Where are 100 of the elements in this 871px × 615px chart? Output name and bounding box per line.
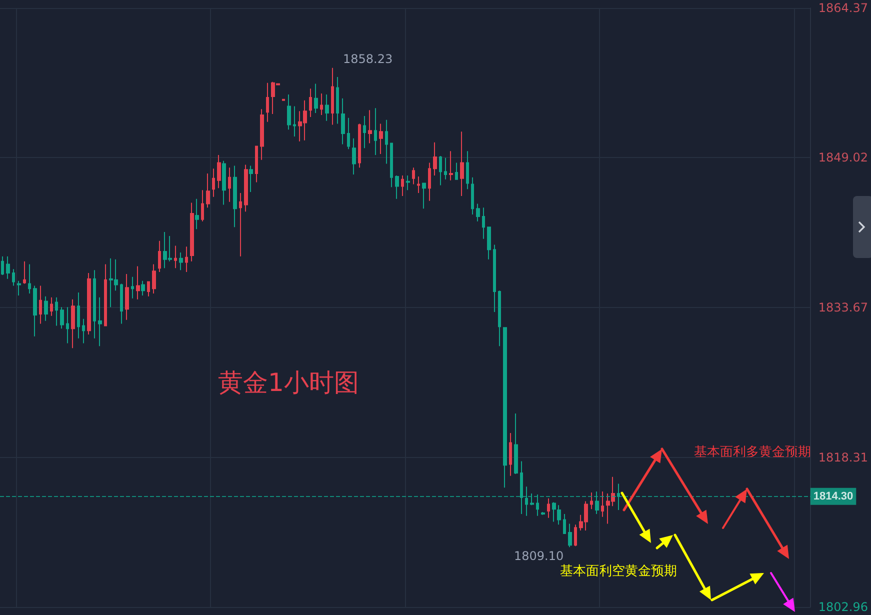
y-tick-label: 1818.31	[818, 450, 868, 464]
candlestick	[239, 192, 242, 257]
candlestick	[190, 202, 194, 262]
candlestick	[509, 432, 512, 476]
candlestick	[152, 264, 156, 294]
candlestick	[374, 108, 377, 156]
candlestick	[23, 260, 26, 284]
candlestick	[260, 108, 264, 160]
candlestick	[98, 296, 102, 347]
y-tick-label: 1802.96	[818, 600, 868, 614]
candlestick	[17, 280, 21, 296]
candlestick	[557, 504, 561, 526]
candlestick	[131, 276, 134, 299]
candlestick	[320, 93, 323, 116]
candlestick	[601, 491, 604, 518]
candlestick	[563, 513, 566, 534]
candlestick	[287, 94, 291, 130]
annotation: 基本面利空黄金预期	[560, 564, 677, 579]
candlestick	[104, 264, 107, 326]
candlestick	[406, 174, 410, 191]
candlestick	[466, 150, 469, 190]
candlestick	[44, 296, 48, 322]
candlestick	[179, 252, 183, 271]
annotation: 黄金1小时图	[218, 368, 359, 397]
candlestick	[568, 523, 572, 548]
candlestick	[195, 198, 199, 230]
candlestick	[50, 296, 53, 316]
candlestick	[363, 115, 366, 149]
candlestick	[590, 492, 593, 510]
candlestick	[212, 168, 215, 198]
candlestick	[395, 174, 399, 200]
candlestick	[325, 94, 329, 122]
candlestick	[125, 273, 129, 320]
candlestick	[206, 173, 210, 208]
candlestick	[174, 245, 177, 269]
candlestick	[222, 160, 226, 206]
candlestick	[266, 82, 269, 122]
candlestick	[358, 123, 361, 168]
candlestick	[331, 67, 334, 126]
candlestick	[244, 164, 248, 212]
candlestick	[293, 106, 296, 137]
candlestick	[503, 327, 507, 488]
y-tick-label: 1833.67	[818, 300, 868, 314]
candlestick	[66, 306, 69, 344]
candlestick	[33, 285, 37, 337]
candlestick	[444, 157, 447, 180]
candlestick	[368, 110, 372, 144]
candlestick	[120, 283, 123, 324]
candlestick	[547, 498, 550, 518]
candlestick	[12, 268, 15, 286]
candlestick	[433, 142, 437, 176]
ref-line-label: 1814.30	[813, 490, 854, 502]
candlestick	[309, 88, 312, 118]
candlestick	[87, 272, 91, 335]
candlestick	[233, 165, 237, 228]
candlestick	[482, 207, 485, 240]
y-tick-label: 1849.02	[818, 150, 868, 165]
y-tick-label: 1864.37	[818, 1, 868, 15]
candlestick	[141, 280, 145, 296]
candlestick	[460, 131, 464, 196]
candlestick	[71, 298, 75, 349]
candlestick	[439, 155, 442, 186]
candlestick	[201, 190, 204, 222]
candlestick	[422, 182, 426, 210]
candlestick	[147, 281, 150, 297]
candlestick	[428, 162, 431, 202]
candlestick	[514, 412, 518, 474]
candlestick	[185, 246, 188, 273]
candlestick	[228, 167, 231, 202]
candlestick	[412, 167, 415, 185]
candlestick	[249, 165, 253, 193]
candlestick	[401, 174, 404, 196]
candlestick	[341, 98, 345, 145]
annotation: 1809.10	[514, 549, 564, 563]
candlestick	[552, 502, 556, 522]
candlestick	[498, 290, 501, 347]
candlestick	[455, 162, 458, 180]
candlestick	[385, 119, 388, 164]
candlestick	[379, 123, 383, 155]
candlestick	[476, 203, 480, 222]
candlestick	[217, 154, 221, 189]
candlestick	[417, 176, 420, 194]
candlestick	[336, 76, 339, 124]
candlestick	[1, 256, 4, 276]
candlestick	[314, 83, 318, 114]
candlestick	[352, 138, 356, 176]
candlestick	[541, 511, 545, 516]
candlestick	[487, 226, 491, 260]
candlestick	[77, 292, 80, 339]
candlestick	[255, 146, 258, 183]
candlestick	[471, 176, 474, 215]
candlestick	[55, 296, 58, 326]
candlestick	[39, 285, 42, 324]
candlestick	[347, 117, 350, 150]
candlestick	[60, 306, 64, 330]
candlestick	[574, 524, 577, 547]
candlestick	[390, 142, 393, 188]
candlestick	[6, 256, 10, 280]
candlestick	[28, 264, 31, 294]
candlestick	[136, 266, 140, 300]
